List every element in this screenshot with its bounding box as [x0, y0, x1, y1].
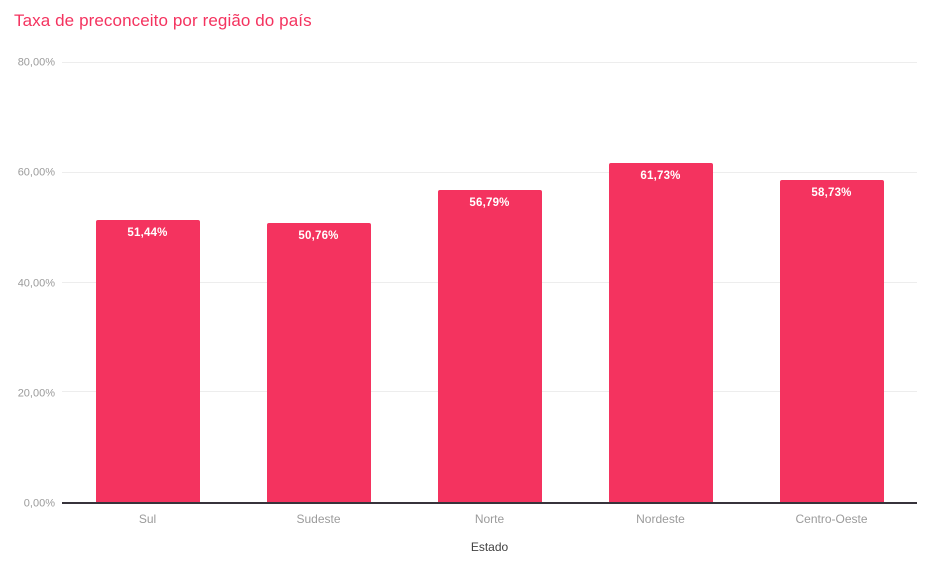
x-tick-label: Norte — [474, 512, 505, 526]
y-tick-label: 40,00% — [17, 277, 55, 289]
x-tick-label: Sul — [138, 512, 157, 526]
gridline — [62, 62, 917, 63]
y-tick-label: 20,00% — [17, 387, 55, 400]
bar-value-label: 61,73% — [640, 170, 681, 183]
bar-value-label: 51,44% — [127, 226, 168, 239]
bar-value-label: 50,76% — [298, 230, 339, 243]
y-tick-label: 80,00% — [17, 56, 55, 69]
y-tick-label: 0,00% — [23, 497, 55, 510]
bar-norte[interactable]: 56,79% — [437, 190, 542, 502]
bar-value-label: 56,79% — [469, 197, 510, 210]
gridline — [62, 171, 917, 173]
y-axis: 0,00% 20,00% 40,00% 60,00% 80,00% — [0, 57, 55, 509]
x-axis: Sul Sudeste Norte Nordeste Centro-Oeste — [62, 512, 917, 528]
x-tick-label: Sudeste — [296, 512, 341, 526]
x-tick-label: Centro-Oeste — [795, 512, 868, 526]
y-tick-label: 60,00% — [17, 166, 55, 179]
bar-sul[interactable]: 51,44% — [95, 219, 200, 502]
bar-nordeste[interactable]: 61,73% — [608, 163, 713, 502]
x-axis-title: Estado — [470, 540, 509, 554]
chart-title: Taxa de preconceito por região do país — [14, 11, 312, 30]
x-tick-label: Nordeste — [636, 512, 685, 526]
bar-sudeste[interactable]: 50,76% — [266, 223, 371, 502]
bar-centro-oeste[interactable]: 58,73% — [779, 179, 884, 502]
bar-value-label: 58,73% — [811, 186, 852, 199]
plot-area: 51,44% 50,76% 56,79% 61,73% 58,73% — [62, 62, 917, 504]
